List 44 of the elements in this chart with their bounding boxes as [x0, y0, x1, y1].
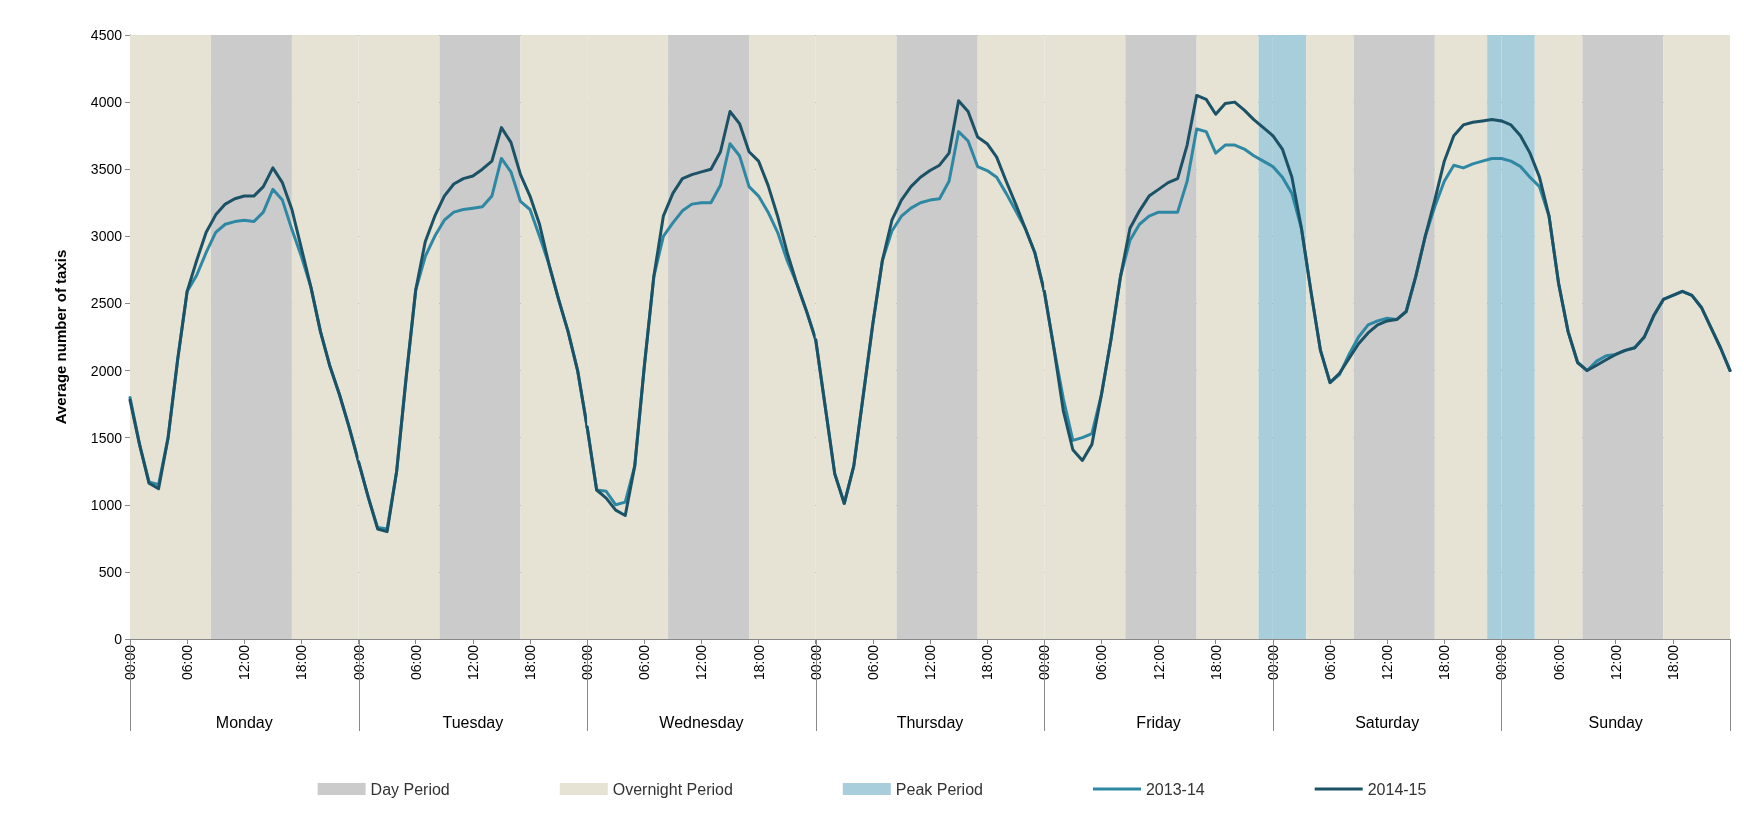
x-tick-label: 06:00	[1322, 644, 1338, 681]
x-axis-title: Saturday	[1355, 713, 1420, 731]
y-tick-label: 1000	[90, 496, 123, 513]
x-tick-label: 12:00	[464, 644, 481, 681]
y-tick-label: 2000	[90, 362, 123, 379]
x-tick-label: 06:00	[407, 644, 424, 681]
x-tick-label: 18:00	[1664, 644, 1681, 681]
y-tick-label: 0	[114, 631, 123, 647]
y-tick-label: 3500	[90, 161, 123, 178]
legend-label: Peak Period	[895, 780, 983, 798]
x-tick-label: 18:00	[1207, 644, 1224, 681]
y-tick-label: 3000	[90, 228, 123, 245]
x-axis-title: Tuesday	[442, 713, 504, 731]
legend-label: 2013-14	[1145, 780, 1205, 798]
x-axis-title: Sunday	[1588, 713, 1643, 731]
x-axis-title: Thursday	[896, 713, 964, 731]
x-tick-label: 06:00	[179, 644, 196, 681]
x-tick-label: 06:00	[864, 644, 881, 681]
y-tick-label: 500	[98, 563, 123, 580]
x-axis-title: Monday	[215, 713, 273, 731]
x-axis-title: Wednesday	[659, 713, 744, 731]
x-tick-label: 12:00	[236, 644, 253, 681]
legend-label: Overnight Period	[612, 780, 733, 798]
x-tick-label: 18:00	[522, 644, 538, 681]
y-tick-label: 4000	[90, 94, 123, 111]
x-tick-label: 06:00	[636, 644, 653, 681]
x-tick-label: 12:00	[1379, 644, 1396, 681]
x-tick-label: 12:00	[1150, 644, 1167, 681]
x-axis-title: Friday	[1136, 713, 1181, 731]
x-tick-label: 18:00	[979, 644, 996, 681]
x-tick-label: 18:00	[750, 644, 767, 681]
x-tick-label: 06:00	[1550, 644, 1567, 681]
legend-label: Day Period	[370, 780, 450, 798]
x-tick-label: 12:00	[1607, 644, 1624, 681]
x-tick-label: 12:00	[922, 644, 938, 681]
y-tick-label: 2500	[90, 295, 123, 312]
x-tick-label: 12:00	[693, 644, 710, 681]
y-tick-label: 4500	[90, 27, 123, 43]
legend-label: 2014-15	[1367, 780, 1427, 798]
y-tick-label: 1500	[90, 429, 123, 446]
x-tick-label: 18:00	[1436, 644, 1453, 681]
x-tick-label: 18:00	[293, 644, 310, 681]
y-axis-title: Average number of taxis	[52, 249, 69, 425]
x-tick-label: 06:00	[1093, 644, 1110, 681]
